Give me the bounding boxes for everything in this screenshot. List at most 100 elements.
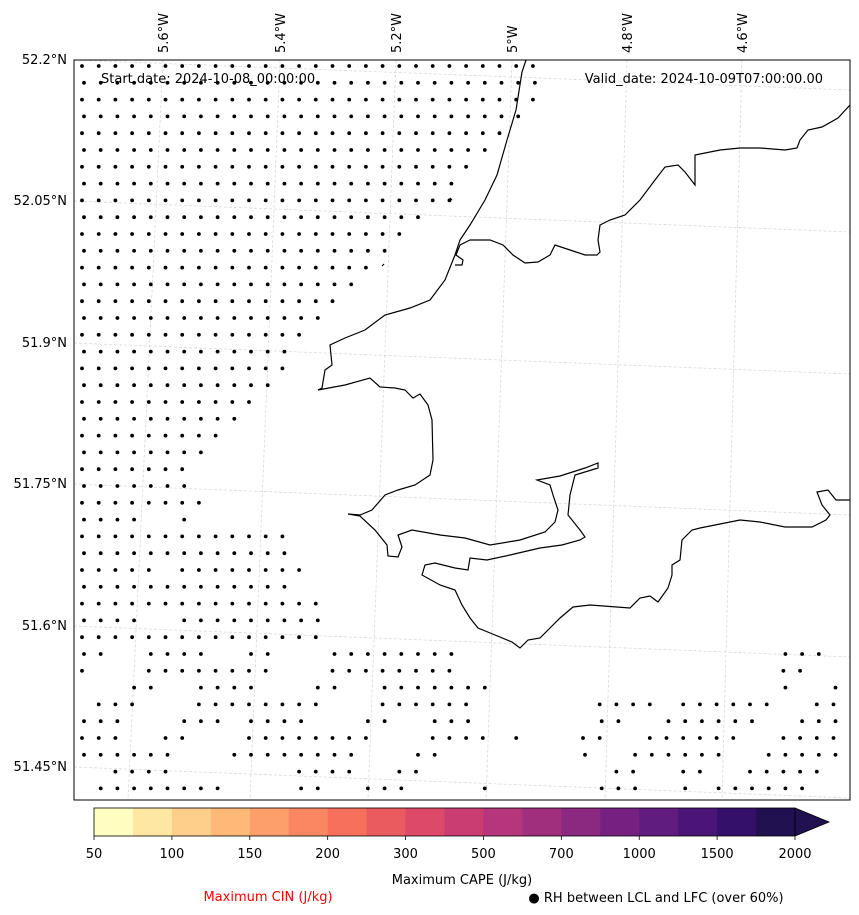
rh-dot [364, 198, 368, 203]
rh-dot [263, 232, 268, 236]
rh-dot [700, 752, 704, 757]
valid-date-label: Valid_date: 2024-10-09T07:00:00.00 [585, 72, 823, 87]
rh-dot [447, 64, 452, 68]
rh-dot [265, 316, 270, 320]
rh-dot [215, 148, 220, 152]
rh-stippling [80, 64, 838, 791]
rh-dot [380, 164, 385, 169]
rh-dot [299, 181, 303, 186]
colorbar-swatch [249, 808, 290, 836]
rh-dot [230, 97, 235, 102]
rh-dot [449, 148, 454, 152]
rh-dot [180, 601, 185, 606]
rh-dot [80, 164, 84, 169]
rh-dot [180, 164, 185, 169]
rh-dot [280, 534, 285, 539]
colorbar-swatch [717, 808, 757, 836]
rh-dot [98, 349, 103, 354]
rh-dot [130, 164, 135, 169]
rh-dot [282, 248, 287, 253]
rh-dot [130, 265, 135, 270]
rh-dot [199, 148, 203, 152]
rh-dot [82, 551, 86, 556]
rh-dot [430, 164, 435, 169]
rh-dot [215, 719, 220, 724]
rh-dot [330, 64, 335, 68]
rh-dot [130, 635, 135, 640]
rh-dot [247, 702, 251, 707]
rh-dot [148, 114, 153, 119]
rh-dot [98, 618, 103, 623]
rh-dot [232, 685, 237, 690]
rh-dot [482, 148, 487, 152]
rh-dot [748, 702, 752, 707]
rh-dot [382, 248, 387, 253]
rh-dot [280, 736, 285, 740]
rh-dot [148, 215, 153, 220]
rh-dot [148, 484, 153, 488]
rh-dot [347, 668, 352, 673]
rh-dot [132, 484, 137, 488]
rh-dot [230, 601, 235, 606]
rh-dot [230, 568, 235, 572]
rh-dot [315, 148, 320, 152]
lon-tick-label: 5°W [506, 25, 521, 53]
rh-dot [215, 114, 220, 119]
rh-dot [449, 719, 454, 724]
rh-legend-label: ● RH between LCL and LFC (over 60%) [528, 891, 783, 906]
rh-dot [382, 80, 387, 85]
rh-dot [282, 148, 287, 152]
rh-dot [213, 265, 218, 270]
rh-dot [330, 198, 335, 203]
rh-dot [96, 198, 101, 203]
rh-dot [299, 248, 303, 253]
rh-dot [798, 668, 802, 673]
rh-dot [115, 248, 120, 253]
rh-dot [165, 484, 170, 488]
rh-dot [397, 97, 402, 102]
rh-dot [132, 752, 137, 757]
rh-dot [280, 635, 285, 640]
rh-dot [146, 366, 151, 371]
rh-dot [299, 752, 303, 757]
rh-dot [497, 131, 502, 136]
rh-dot [213, 601, 218, 606]
rh-dot [748, 769, 752, 774]
rh-dot [230, 299, 235, 304]
colorbar-swatch [522, 808, 562, 836]
rh-dot [82, 282, 86, 287]
rh-dot [180, 299, 185, 304]
rh-dot [364, 736, 368, 740]
rh-dot [215, 786, 220, 791]
rh-dot [414, 668, 418, 673]
rh-dot [230, 64, 235, 68]
rh-dot [482, 786, 487, 791]
rh-dot [115, 282, 120, 287]
rh-dot [82, 181, 86, 186]
rh-dot [299, 618, 303, 623]
rh-dot [165, 114, 170, 119]
rh-dot [313, 702, 318, 707]
colorbar-swatch [327, 808, 368, 836]
rh-dot [315, 685, 320, 690]
rh-dot [414, 702, 418, 707]
rh-dot [531, 97, 535, 102]
rh-dot [182, 282, 187, 287]
rh-dot [215, 618, 220, 623]
rh-dot [399, 80, 404, 85]
rh-dot [180, 332, 185, 337]
rh-dot [297, 97, 301, 102]
rh-dot [464, 164, 468, 169]
rh-dot [213, 299, 218, 304]
rh-dot [332, 80, 337, 85]
rh-dot [213, 433, 218, 438]
rh-dot [132, 517, 137, 522]
rh-dot [247, 568, 251, 572]
rh-dot [82, 215, 86, 220]
rh-dot [148, 416, 153, 421]
rh-dot [315, 215, 320, 220]
rh-dot [232, 215, 237, 220]
rh-dot [182, 248, 187, 253]
rh-dot [130, 400, 135, 404]
rh-dot [146, 769, 151, 774]
